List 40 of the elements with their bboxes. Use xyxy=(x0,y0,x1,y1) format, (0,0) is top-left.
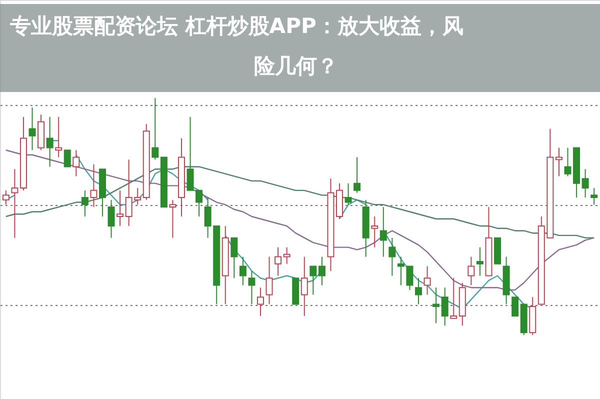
candlestick xyxy=(28,106,36,151)
candlestick xyxy=(274,246,282,276)
candlestick xyxy=(81,190,88,217)
candlestick xyxy=(72,150,80,177)
candlestick xyxy=(380,206,387,258)
candlestick xyxy=(388,237,396,276)
candlestick xyxy=(256,287,264,317)
candlestick xyxy=(432,287,440,324)
candlestick xyxy=(318,256,326,286)
candlestick xyxy=(64,150,71,168)
candlestick xyxy=(415,278,422,305)
candlestick xyxy=(152,98,159,160)
candlestick xyxy=(283,246,290,264)
candlestick xyxy=(239,256,246,286)
candlestick xyxy=(300,256,308,317)
candlestick xyxy=(266,256,273,305)
candlestick xyxy=(230,237,238,279)
candlestick xyxy=(248,270,256,305)
candlestick xyxy=(108,199,115,238)
candlestick xyxy=(590,188,598,206)
candlestick xyxy=(169,199,176,238)
candlestick xyxy=(512,296,519,317)
candlestick xyxy=(11,168,18,238)
candlestick xyxy=(371,216,378,248)
candlestick xyxy=(354,156,361,194)
candlestick xyxy=(90,164,98,208)
candlestick xyxy=(424,266,431,296)
candlestick xyxy=(116,190,124,226)
candlestick xyxy=(476,246,484,276)
candlestick xyxy=(564,147,572,177)
candlestick xyxy=(582,168,589,198)
candlestick xyxy=(55,116,62,158)
candlestick xyxy=(310,266,317,296)
candlestick xyxy=(555,147,562,177)
chart-title: 专业股票配资论坛 杠杆炒股APP：放大收益，风险几何？ xyxy=(9,14,464,78)
candlestick xyxy=(468,256,475,286)
candlestick xyxy=(450,278,458,319)
candlestick xyxy=(344,182,352,206)
candlestick xyxy=(46,116,54,168)
candlestick xyxy=(441,287,448,326)
